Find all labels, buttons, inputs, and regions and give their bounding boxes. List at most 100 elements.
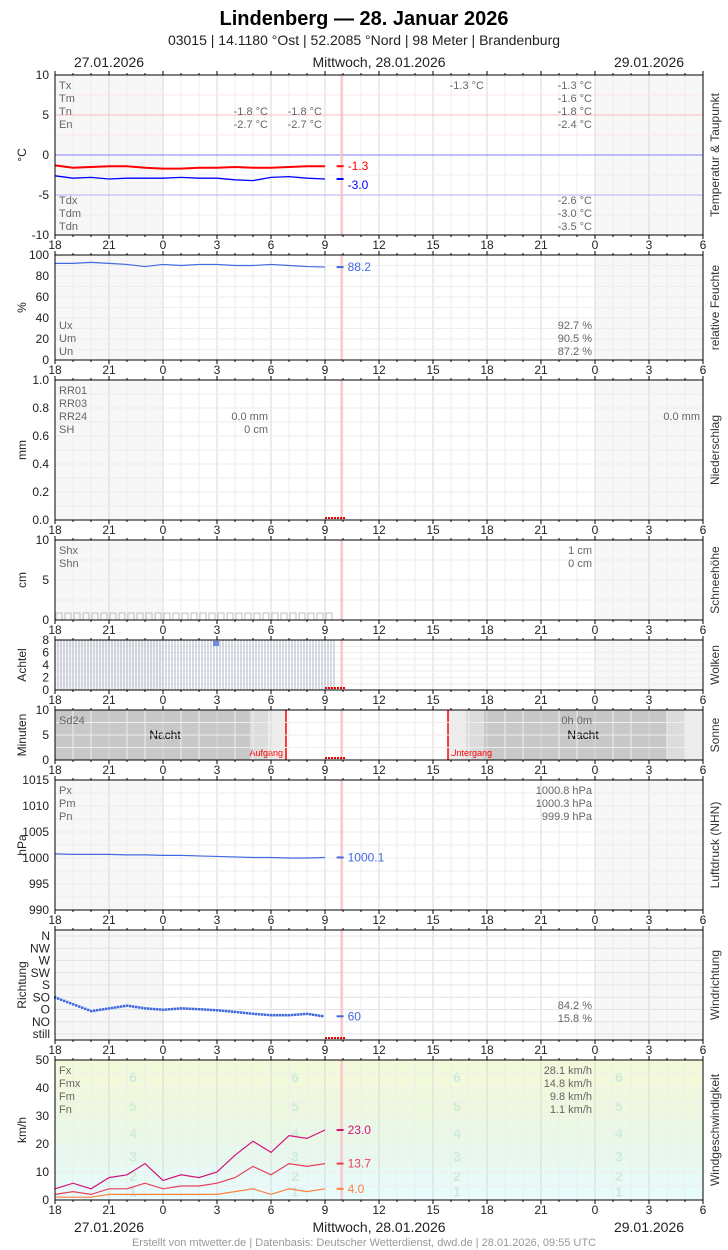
wind-direction-dot: [249, 1012, 252, 1015]
beaufort-number: 1: [129, 1184, 137, 1200]
wind-direction-dot: [192, 1007, 195, 1011]
series-latest-value: 1000.1: [348, 850, 385, 864]
y-tick-label: 40: [36, 311, 50, 325]
y-tick-label: 1005: [22, 825, 49, 839]
y-axis-label: Achtel: [15, 648, 29, 681]
wind-direction-dot: [168, 1008, 171, 1011]
x-tick-label: 0: [592, 763, 599, 777]
panel-title: relative Feuchte: [708, 264, 722, 350]
x-tick-label: 0: [160, 913, 167, 927]
wind-direction-dot: [99, 1008, 102, 1011]
wind-direction-dot: [117, 1005, 120, 1009]
station-info: 03015 | 14.1180 °Ost | 52.2085 °Nord | 9…: [168, 32, 560, 48]
y-tick-label: 990: [29, 903, 49, 917]
beaufort-number: 6: [129, 1069, 137, 1085]
series-latest-value: 13.7: [348, 1157, 372, 1171]
wind-direction-dot: [246, 1011, 249, 1015]
wind-direction-dot: [162, 1008, 165, 1011]
missing-data-marker: [343, 687, 345, 689]
beaufort-number: 3: [291, 1149, 299, 1165]
beaufort-number: 6: [615, 1069, 623, 1085]
wind-direction-dot: [63, 999, 66, 1003]
panel-text: RR03: [59, 398, 87, 410]
panel-text: -2.6 °C: [558, 195, 592, 207]
x-tick-label: 0: [592, 238, 599, 252]
wind-direction-dot: [132, 1005, 135, 1008]
y-axis-label: mm: [15, 440, 29, 460]
wind-direction-dot: [309, 1013, 312, 1016]
y-tick-label: 0: [42, 148, 49, 162]
y-tick-label: O: [41, 1003, 50, 1017]
y-tick-label: 10: [36, 533, 50, 547]
y-tick-label: -5: [38, 188, 49, 202]
y-axis-label: %: [15, 302, 29, 313]
panel-text: Shn: [59, 558, 79, 570]
panel-text: Um: [59, 333, 76, 345]
y-tick-label: N: [41, 929, 50, 943]
panel-text: Tdx: [59, 195, 78, 207]
wind-direction-dot: [144, 1007, 147, 1010]
wind-direction-dot: [75, 1004, 78, 1007]
x-tick-label: 6: [700, 238, 707, 252]
x-tick-label: 9: [322, 623, 329, 637]
wind-direction-dot: [291, 1013, 294, 1017]
beaufort-number: 4: [291, 1125, 299, 1141]
x-tick-label: 21: [534, 693, 548, 707]
wind-direction-dot: [123, 1004, 126, 1008]
wind-direction-dot: [255, 1012, 258, 1016]
panel-text: 0h 0m: [561, 715, 592, 727]
wind-direction-dot: [189, 1007, 192, 1011]
x-tick-label: 18: [480, 913, 494, 927]
wind-direction-dot: [303, 1012, 306, 1016]
y-tick-label: 0.2: [32, 485, 49, 499]
x-tick-label: 3: [646, 363, 653, 377]
wind-direction-dot: [282, 1013, 285, 1017]
panel-text: Fm: [59, 1091, 75, 1103]
y-tick-label: 1000: [22, 851, 49, 865]
panel-text: 0 cm: [244, 424, 268, 436]
x-tick-label: 3: [646, 1203, 653, 1217]
panel-text: Un: [59, 346, 73, 358]
wind-direction-dot: [225, 1009, 228, 1013]
x-tick-label: 18: [480, 1043, 494, 1057]
wind-direction-dot: [195, 1007, 198, 1011]
panel-text: 1000.3 hPa: [536, 798, 593, 810]
y-tick-label: S: [42, 978, 50, 992]
x-tick-label: 12: [372, 1203, 386, 1217]
beaufort-number: 2: [291, 1168, 299, 1184]
x-tick-label: 0: [160, 363, 167, 377]
series-line-Fm: [54, 1162, 326, 1196]
wind-direction-dot: [174, 1007, 177, 1011]
series-line-Fx: [54, 1129, 326, 1190]
panel-text: Fx: [59, 1065, 72, 1077]
panel-text: Pn: [59, 811, 72, 823]
wind-direction-dot: [204, 1008, 207, 1011]
wind-direction-dot: [147, 1007, 150, 1010]
panel-text: 1000.8 hPa: [536, 785, 593, 797]
wind-direction-dot: [261, 1013, 264, 1016]
x-tick-label: 6: [268, 1043, 275, 1057]
panel-title: Windgeschwindigkeit: [708, 1073, 722, 1186]
x-tick-label: 0: [160, 238, 167, 252]
wind-direction-dot: [240, 1011, 243, 1014]
wind-direction-dot: [300, 1013, 303, 1016]
y-tick-label: 995: [29, 877, 49, 891]
x-tick-label: 12: [372, 238, 386, 252]
y-tick-label: SO: [33, 990, 50, 1004]
x-tick-label: 12: [372, 623, 386, 637]
x-tick-label: 21: [534, 238, 548, 252]
x-tick-label: 18: [480, 523, 494, 537]
wind-direction-dot: [102, 1008, 105, 1011]
x-tick-label: 21: [102, 363, 116, 377]
x-tick-label: 0: [592, 523, 599, 537]
x-tick-label: 15: [426, 1203, 440, 1217]
series-latest-value: 88.2: [348, 260, 372, 274]
missing-data-marker: [325, 757, 327, 759]
wind-direction-dot: [297, 1013, 300, 1016]
wind-direction-dot: [321, 1014, 324, 1018]
date-left-top: 27.01.2026: [74, 54, 144, 70]
panel-text: Fmx: [59, 1078, 81, 1090]
missing-data-marker: [328, 1037, 330, 1039]
